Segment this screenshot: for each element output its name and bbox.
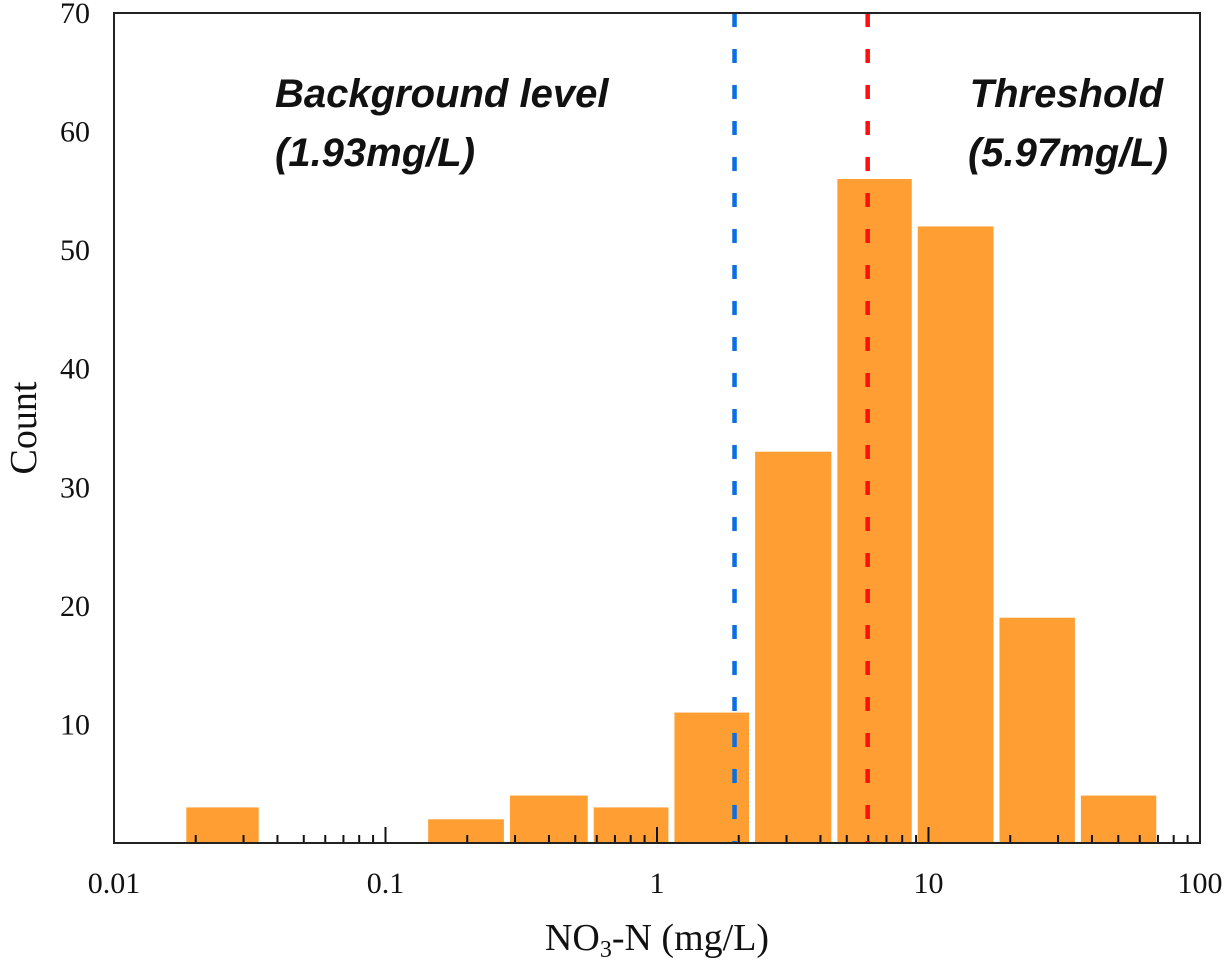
x-tick-labels: 0.01 0.1 1 10 100 bbox=[88, 867, 1223, 900]
background-level-annotation-line2: (1.93mg/L) bbox=[275, 131, 475, 175]
x-axis-title-sub: 3 bbox=[600, 937, 612, 960]
y-tick-label: 40 bbox=[60, 353, 90, 386]
y-tick-labels: 10 20 30 40 50 60 70 bbox=[60, 0, 90, 741]
threshold-annotation-line1: Threshold bbox=[970, 72, 1165, 116]
x-tick-label: 0.1 bbox=[367, 867, 405, 900]
x-tick-label: 0.01 bbox=[88, 867, 141, 900]
y-tick-label: 60 bbox=[60, 116, 90, 149]
bar-0 bbox=[186, 807, 259, 843]
y-axis-title: Count bbox=[3, 381, 45, 474]
x-axis-title: NO3-N (mg/L) bbox=[545, 917, 769, 960]
plot-frame bbox=[113, 12, 1201, 844]
bar-4 bbox=[674, 712, 750, 843]
x-minor-ticks bbox=[113, 827, 1201, 843]
x-tick-label: 100 bbox=[1178, 867, 1223, 900]
y-tick-label: 70 bbox=[60, 0, 90, 30]
x-axis-title-pre: NO bbox=[545, 917, 600, 959]
bar-6 bbox=[837, 179, 912, 843]
bar-7 bbox=[917, 226, 994, 843]
x-tick-label: 10 bbox=[914, 867, 944, 900]
bar-5 bbox=[755, 451, 832, 843]
background-level-annotation-line1: Background level bbox=[275, 72, 609, 116]
bar-1 bbox=[428, 819, 504, 843]
y-tick-label: 30 bbox=[60, 471, 90, 504]
y-tick-label: 10 bbox=[60, 708, 90, 741]
y-tick-label: 50 bbox=[60, 234, 90, 267]
x-tick-label: 1 bbox=[650, 867, 665, 900]
y-tick-label: 20 bbox=[60, 590, 90, 623]
reference-lines bbox=[732, 13, 870, 843]
bar-8 bbox=[999, 617, 1075, 843]
threshold-annotation-line2: (5.97mg/L) bbox=[968, 131, 1168, 175]
bars-group bbox=[186, 179, 1157, 843]
x-axis-title-post: -N (mg/L) bbox=[612, 917, 769, 959]
